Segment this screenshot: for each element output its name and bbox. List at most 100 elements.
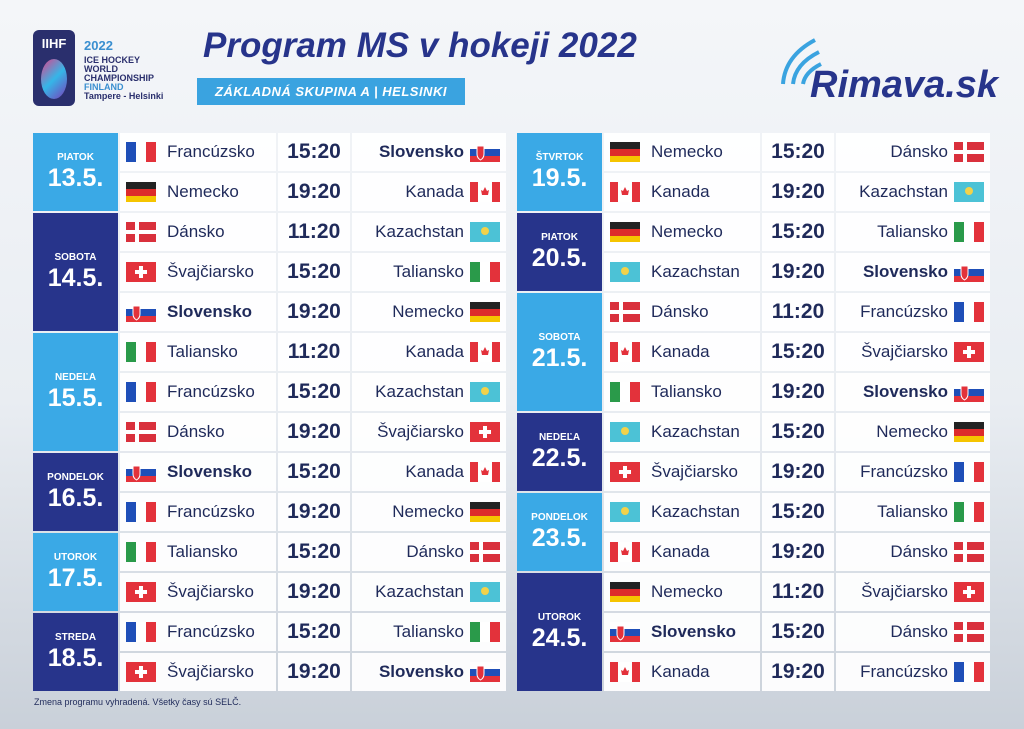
- away-cell: Slovensko: [352, 653, 506, 691]
- away-cell: Dánsko: [836, 613, 990, 651]
- subtitle: ZÁKLADNÁ SKUPINA A | HELSINKI: [197, 78, 465, 105]
- away-team: Kazachstan: [375, 382, 464, 401]
- away-team: Dánsko: [406, 542, 464, 561]
- home-team: Slovensko: [167, 302, 253, 321]
- weekday: PONDELOK: [531, 512, 588, 523]
- logo-mark: IIHF: [33, 30, 75, 106]
- home-cell: Kanada: [604, 173, 760, 211]
- match-row: Nemecko 19:20 Kanada: [120, 173, 506, 211]
- home-team: Taliansko: [167, 542, 238, 561]
- flag: [126, 382, 156, 402]
- match-time: 15:20: [771, 620, 825, 643]
- match-row: Francúzsko 15:20 Kazachstan: [120, 373, 506, 411]
- home-team: Kanada: [651, 182, 710, 201]
- flag: [470, 542, 500, 562]
- logo-line: ICE HOCKEY: [84, 55, 141, 65]
- away-team: Taliansko: [877, 222, 948, 241]
- flag: [610, 182, 640, 202]
- away-cell: Nemecko: [352, 493, 506, 531]
- flag: [610, 342, 640, 362]
- away-team: Francúzsko: [860, 662, 948, 681]
- away-cell: Kazachstan: [352, 373, 506, 411]
- flag: [610, 462, 640, 482]
- date: 22.5.: [531, 444, 588, 472]
- flag: [610, 222, 640, 242]
- site-logo-waves: [781, 38, 822, 85]
- time-cell: 11:20: [762, 573, 834, 611]
- date: 14.5.: [47, 264, 104, 292]
- home-team: Slovensko: [167, 462, 253, 481]
- match-row: Slovensko 19:20 Nemecko: [120, 293, 506, 331]
- home-team: Nemecko: [651, 582, 723, 601]
- flag: [954, 222, 984, 242]
- flag: [954, 302, 984, 322]
- time-cell: 19:20: [762, 533, 834, 571]
- time-cell: 11:20: [278, 333, 350, 371]
- flag: [126, 542, 156, 562]
- away-team: Kanada: [405, 462, 464, 481]
- flag: [470, 462, 500, 482]
- weekday: SOBOTA: [538, 332, 581, 343]
- time-cell: 19:20: [762, 453, 834, 491]
- home-team: Dánsko: [167, 222, 225, 241]
- flag: [126, 342, 156, 362]
- home-team: Nemecko: [167, 182, 239, 201]
- home-team: Slovensko: [651, 622, 737, 641]
- match-time: 15:20: [771, 140, 825, 163]
- time-cell: 11:20: [762, 293, 834, 331]
- flag: [470, 582, 500, 602]
- flag: [954, 662, 984, 682]
- away-cell: Kanada: [352, 173, 506, 211]
- match-time: 19:20: [771, 460, 825, 483]
- date: 18.5.: [47, 644, 104, 672]
- home-team: Dánsko: [167, 422, 225, 441]
- home-cell: Kanada: [604, 653, 760, 691]
- match-row: Kazachstan 15:20 Taliansko: [604, 493, 990, 531]
- flag: [470, 302, 500, 322]
- home-cell: Nemecko: [120, 173, 276, 211]
- weekday: NEDEĽA: [538, 432, 581, 443]
- time-cell: 19:20: [278, 493, 350, 531]
- weekday: STREDA: [54, 632, 97, 643]
- home-cell: Taliansko: [604, 373, 760, 411]
- time-cell: 19:20: [278, 173, 350, 211]
- match-time: 19:20: [287, 300, 341, 323]
- logo-brand: IIHF: [41, 36, 67, 51]
- home-team: Kazachstan: [651, 422, 740, 441]
- flag: [126, 662, 156, 682]
- weekday: SOBOTA: [54, 252, 97, 263]
- home-cell: Slovensko: [120, 293, 276, 331]
- match-row: Kazachstan 15:20 Nemecko: [604, 413, 990, 451]
- home-team: Taliansko: [167, 342, 238, 361]
- match-time: 15:20: [771, 340, 825, 363]
- title: Program MS v hokeji 2022: [203, 26, 637, 65]
- day-cell: PONDELOK 23.5.: [517, 493, 602, 571]
- flag: [610, 422, 640, 442]
- match-row: Slovensko 15:20 Dánsko: [604, 613, 990, 651]
- date: 15.5.: [47, 384, 104, 412]
- away-team: Kanada: [405, 342, 464, 361]
- flag: [610, 302, 640, 322]
- home-team: Kazachstan: [651, 262, 740, 281]
- home-team: Taliansko: [651, 382, 722, 401]
- away-cell: Kanada: [352, 453, 506, 491]
- flag: [954, 142, 984, 162]
- day-cell: PIATOK 13.5.: [33, 133, 118, 211]
- match-time: 19:20: [287, 180, 341, 203]
- weekday: UTOROK: [53, 552, 98, 563]
- away-cell: Francúzsko: [836, 653, 990, 691]
- home-cell: Taliansko: [120, 333, 276, 371]
- time-cell: 19:20: [278, 413, 350, 451]
- match-time: 15:20: [287, 540, 341, 563]
- match-row: Nemecko 11:20 Švajčiarsko: [604, 573, 990, 611]
- flag: [954, 382, 984, 402]
- day-cell: SOBOTA 21.5.: [517, 293, 602, 411]
- match-time: 19:20: [287, 500, 341, 523]
- flag: [470, 382, 500, 402]
- away-cell: Taliansko: [836, 213, 990, 251]
- away-cell: Taliansko: [352, 253, 506, 291]
- flag: [610, 262, 640, 282]
- date: 16.5.: [47, 484, 104, 512]
- time-cell: 15:20: [278, 453, 350, 491]
- away-cell: Dánsko: [352, 533, 506, 571]
